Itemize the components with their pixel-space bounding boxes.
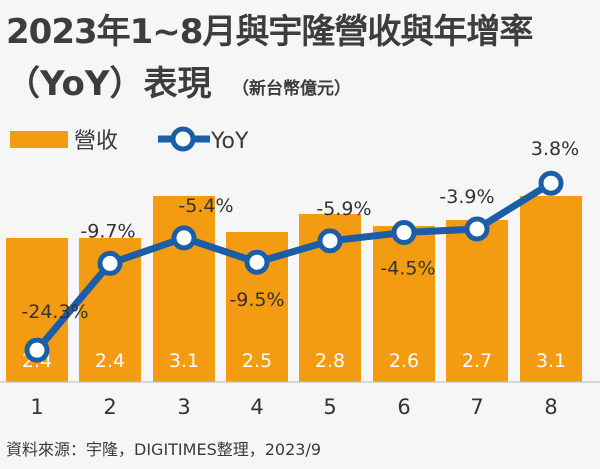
legend-swatch-yoy-marker <box>170 126 196 152</box>
bar-value-labels: 2.42.43.12.52.82.62.73.1 <box>22 350 566 372</box>
yoy-label-3: -5.4% <box>178 195 233 217</box>
x-tick-7: 7 <box>470 395 483 419</box>
yoy-marker-8 <box>538 170 564 196</box>
x-tick-labels: 1 2 3 4 5 6 7 8 <box>30 395 557 419</box>
bar-value-label-4: 2.5 <box>242 350 272 372</box>
x-tick-5: 5 <box>323 395 336 419</box>
x-tick-2: 2 <box>103 395 116 419</box>
bar-value-label-3: 3.1 <box>169 350 199 372</box>
yoy-label-5: -5.9% <box>316 198 371 220</box>
yoy-label-1: -24.3% <box>21 301 88 323</box>
unit-label: （新台幣億元） <box>232 79 351 99</box>
yoy-marker-1 <box>24 337 50 363</box>
x-tick-3: 3 <box>177 395 190 419</box>
bar-value-label-5: 2.8 <box>315 350 345 372</box>
bar-revenue-7 <box>446 220 508 382</box>
bar-value-label-6: 2.6 <box>389 350 419 372</box>
legend-label-revenue: 營收 <box>74 129 118 154</box>
yoy-label-4: -9.5% <box>229 289 284 311</box>
chart-title-line1: 2023年1~8月與宇隆營收與年增率 <box>6 12 533 52</box>
yoy-label-7: -3.9% <box>439 186 494 208</box>
bar-revenue-8 <box>520 196 582 382</box>
bar-value-label-2: 2.4 <box>95 350 125 372</box>
x-tick-4: 4 <box>250 395 263 419</box>
x-tick-1: 1 <box>30 395 43 419</box>
legend-label-yoy: YoY <box>210 129 249 154</box>
yoy-marker-5 <box>317 228 343 254</box>
yoy-marker-4 <box>244 249 270 275</box>
chart-title-line2: （YoY）表現 <box>6 64 212 104</box>
legend: 營收 YoY <box>10 126 249 154</box>
yoy-marker-7 <box>464 216 490 242</box>
yoy-label-6: -4.5% <box>380 258 435 280</box>
yoy-marker-3 <box>171 225 197 251</box>
yoy-labels-group: -24.3% -9.7% -5.4% -9.5% -5.9% -4.5% -3.9% 3.8% <box>21 138 579 323</box>
yoy-marker-2 <box>97 250 123 276</box>
bar-value-label-7: 2.7 <box>462 350 492 372</box>
bar-value-label-8: 3.1 <box>536 350 566 372</box>
x-tick-8: 8 <box>544 395 557 419</box>
yoy-label-2: -9.7% <box>80 220 135 242</box>
yoy-line-group <box>24 170 564 363</box>
legend-swatch-revenue <box>10 131 68 148</box>
source-note: 資料來源：宇隆，DIGITIMES整理，2023/9 <box>6 440 322 459</box>
bar-revenue-6 <box>373 226 435 382</box>
x-tick-6: 6 <box>397 395 410 419</box>
yoy-label-8: 3.8% <box>531 138 579 160</box>
yoy-marker-6 <box>391 220 417 246</box>
